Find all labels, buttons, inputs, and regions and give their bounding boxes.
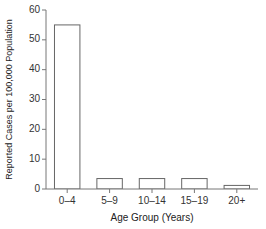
y-tick <box>42 189 46 190</box>
x-tick-label: 15–19 <box>180 195 208 206</box>
chart-container: 0 10 20 30 40 50 60 0–4 5–9 10–14 15–19 20+ Age Grou… <box>0 0 266 229</box>
bars <box>54 25 249 189</box>
y-tick-label: 30 <box>29 93 41 104</box>
y-tick <box>42 159 46 160</box>
x-tick <box>67 189 68 193</box>
y-tick-label: 50 <box>29 33 41 44</box>
y-tick <box>42 69 46 70</box>
x-tick <box>194 189 195 193</box>
y-tick-label: 40 <box>29 63 41 74</box>
x-tick-label: 10–14 <box>138 195 166 206</box>
x-tick <box>109 189 110 193</box>
y-tick-label: 10 <box>29 153 41 164</box>
chart-svg: 0 10 20 30 40 50 60 0–4 5–9 10–14 15–19 20+ Age Grou… <box>0 0 266 229</box>
x-tick-label: 5–9 <box>101 195 118 206</box>
bar <box>182 179 207 189</box>
y-axis-line <box>46 10 47 189</box>
y-tick <box>42 10 46 11</box>
bar <box>224 185 249 189</box>
y-tick-label: 0 <box>34 183 40 194</box>
x-tick-label: 0–4 <box>59 195 76 206</box>
x-axis-line <box>46 189 258 190</box>
bar <box>139 179 164 189</box>
x-axis-label: Age Group (Years) <box>110 212 193 223</box>
y-tick-label: 20 <box>29 123 41 134</box>
bar <box>54 25 79 189</box>
y-tick <box>42 99 46 100</box>
y-tick <box>42 39 46 40</box>
y-tick-label: 60 <box>29 4 41 15</box>
y-axis-label: Reported Cases per 100,000 Population <box>4 19 14 180</box>
y-tick <box>42 129 46 130</box>
x-tick <box>236 189 237 193</box>
x-tick-label: 20+ <box>228 195 245 206</box>
bar <box>97 179 122 189</box>
x-tick <box>152 189 153 193</box>
